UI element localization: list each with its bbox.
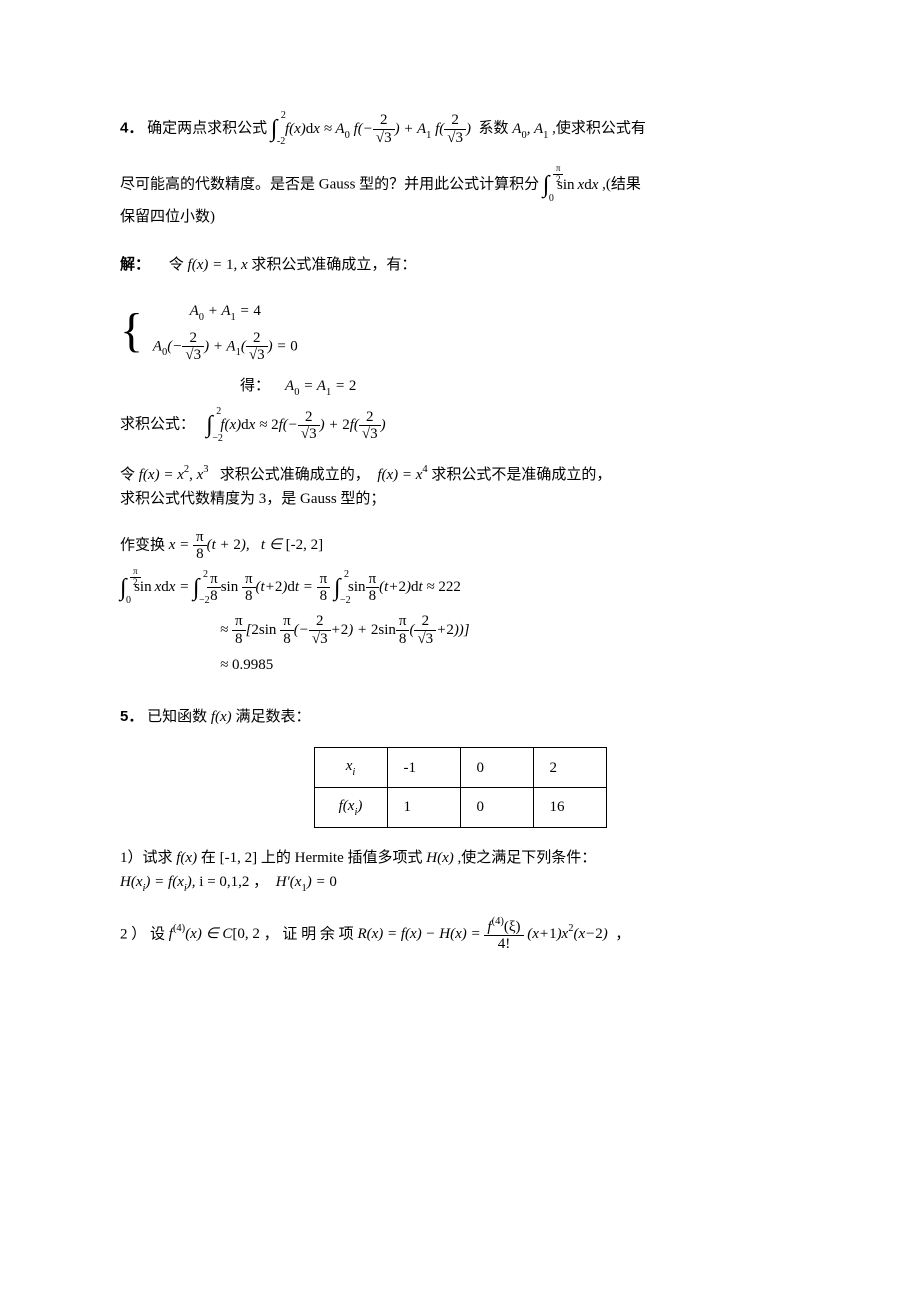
problem5-statement: 5． 已知函数 f(x) 满足数表： <box>120 705 800 729</box>
p4-compute: ∫π20 sin xdx = ∫2−2 π8sin π8(t+2)dt = π8… <box>120 569 800 607</box>
p4-intro-a: 确定两点求积公式 <box>147 121 267 137</box>
problem4-statement: 4． 确定两点求积公式 ∫2-2 f(x)dx ≈ A0 f(−2√3) + A… <box>120 110 800 148</box>
xi-header: xi <box>314 748 387 788</box>
fxi-0: 1 <box>387 787 460 827</box>
p5-part1: 1）试求 f(x) 在 [-1, 2] 上的 Hermite 插值多项式 H(x… <box>120 846 800 897</box>
p4-compute-line2: ≈ π8[2sin π8(−2√3+2) + 2sinπ8(2√3+2))] <box>220 613 800 647</box>
p4-intro-c: ,使求积公式有 <box>552 121 646 137</box>
table-row: f(xi) 1 0 16 <box>314 787 606 827</box>
fxi-header: f(xi) <box>314 787 387 827</box>
xi-0: -1 <box>387 748 460 788</box>
p4-solution-start: 解： 令 f(x) = 1, x 求积公式准确成立，有： <box>120 253 800 277</box>
p5-part2: 2 ） 设 f(4)(x) ∈ C[0, 2 ， 证 明 余 项 R(x) = … <box>120 917 800 953</box>
p5-data-table: xi -1 0 2 f(xi) 1 0 16 <box>314 747 607 828</box>
p4-check: 令 f(x) = x2, x3 求积公式准确成立的， f(x) = x4 求积公… <box>120 463 800 511</box>
p5-label: 5． <box>120 708 143 725</box>
table-row: xi -1 0 2 <box>314 748 606 788</box>
p4-system: { A0 + A1 = 4 A0(−2√3) + A1(2√3) = 0 <box>120 295 800 368</box>
sol-label: 解： <box>120 256 150 273</box>
p4-system-result: 得： A0 = A1 = 2 <box>240 374 800 401</box>
p4-intro-b: 系数 <box>479 121 509 137</box>
p4-let-fx: f(x) = 1, x <box>188 257 252 273</box>
p4-quad-formula: 求积公式： ∫2−2 f(x)dx ≈ 2f(−2√3) + 2f(2√3) <box>120 406 800 444</box>
p4-coeffs: A0, A1 <box>512 121 548 137</box>
p4-change-var: 作变换 x = π8(t + 2), t ∈ [-2, 2] <box>120 529 800 563</box>
fxi-2: 16 <box>533 787 606 827</box>
p4-line2: 尽可能高的代数精度。是否是 Gauss 型的？并用此公式计算积分 ∫π20 si… <box>120 166 800 228</box>
p5-fx: f(x) <box>211 709 236 725</box>
xi-1: 0 <box>460 748 533 788</box>
p4-sin-integral: ∫π20 sin xdx <box>543 177 602 193</box>
p4-label: 4． <box>120 120 143 137</box>
fxi-1: 0 <box>460 787 533 827</box>
p5-cond: H(xi) = f(xi), i = 0,1,2 <box>120 874 253 890</box>
p4-integral-formula: ∫2-2 f(x)dx ≈ A0 f(−2√3) + A1 f(2√3) <box>271 121 475 137</box>
p5-remainder: R(x) = f(x) − H(x) = f(4)(ξ)4! (x+1)x2(x… <box>357 926 611 942</box>
p4-result: ≈ 0.9985 <box>220 653 800 677</box>
xi-2: 2 <box>533 748 606 788</box>
